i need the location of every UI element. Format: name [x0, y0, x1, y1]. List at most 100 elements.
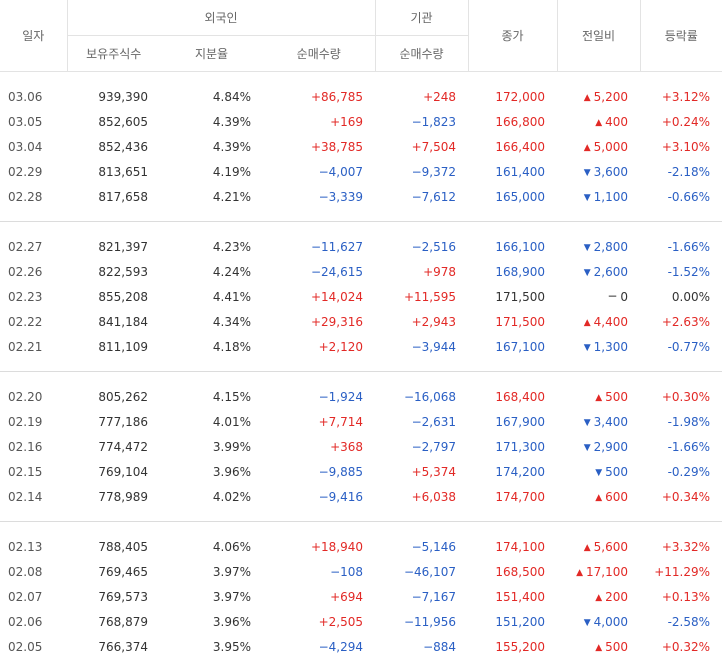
- share-ratio-cell: 4.02%: [212, 489, 251, 504]
- close-price-cell: 167,100: [495, 339, 546, 354]
- down-triangle-icon: ▼: [583, 167, 591, 178]
- date-cell: 03.04: [8, 139, 43, 154]
- holdings-cell: 821,397: [98, 239, 148, 254]
- header-inst-net: 순매수량: [375, 35, 469, 72]
- date-cell: 02.28: [8, 189, 43, 204]
- rate-cell: +2.63%: [661, 314, 711, 329]
- share-ratio-cell: 3.95%: [212, 639, 251, 654]
- foreign-net-cell: −24,615: [310, 264, 364, 279]
- date-cell: 02.15: [8, 464, 43, 479]
- up-triangle-icon: ▲: [583, 92, 591, 103]
- share-ratio-cell: 3.96%: [212, 464, 251, 479]
- change-cell: ▼ 3,600: [557, 159, 640, 184]
- table-row: 02.21 811,109 4.18% +2,120 −3,944 167,100 ▼ 1,3…: [0, 334, 722, 359]
- foreign-net-cell: +7,714: [318, 414, 364, 429]
- close-price-cell: 165,000: [495, 189, 546, 204]
- date-cell: 02.19: [8, 414, 43, 429]
- foreign-net-cell: −4,294: [318, 639, 364, 654]
- change-cell: ▲ 600: [557, 484, 640, 509]
- change-value: 1,300: [593, 339, 629, 354]
- change-value: 2,800: [593, 239, 629, 254]
- share-ratio-cell: 4.39%: [212, 114, 251, 129]
- share-ratio-cell: 4.34%: [212, 314, 251, 329]
- up-triangle-icon: ▲: [595, 392, 603, 403]
- rate-cell: -1.66%: [667, 239, 711, 254]
- rate-cell: +0.24%: [661, 114, 711, 129]
- rate-cell: -1.66%: [667, 439, 711, 454]
- down-triangle-icon: ▼: [595, 467, 603, 478]
- change-value: 500: [605, 464, 629, 479]
- change-value: 4,000: [593, 614, 629, 629]
- close-price-cell: 174,200: [495, 464, 546, 479]
- change-value: 5,000: [593, 139, 629, 154]
- holdings-cell: 841,184: [98, 314, 148, 329]
- holdings-cell: 939,390: [98, 89, 148, 104]
- holdings-cell: 777,186: [98, 414, 148, 429]
- change-cell: ▼ 1,300: [557, 334, 640, 359]
- change-cell: ▼ 2,900: [557, 434, 640, 459]
- close-price-cell: 174,700: [495, 489, 546, 504]
- holdings-cell: 769,573: [98, 589, 148, 604]
- holdings-cell: 805,262: [98, 389, 148, 404]
- header-institution: 기관: [375, 0, 469, 36]
- change-cell: ▼ 500: [557, 459, 640, 484]
- change-value: 500: [605, 639, 629, 654]
- down-triangle-icon: ▼: [583, 267, 591, 278]
- foreign-net-cell: +14,024: [310, 289, 364, 304]
- holdings-cell: 811,109: [98, 339, 148, 354]
- inst-net-cell: −11,956: [403, 614, 457, 629]
- change-value: 5,600: [593, 539, 629, 554]
- date-cell: 02.23: [8, 289, 43, 304]
- inst-net-cell: −5,146: [411, 539, 457, 554]
- rate-cell: -1.52%: [667, 264, 711, 279]
- close-price-cell: 168,500: [495, 564, 546, 579]
- change-value: 3,600: [593, 164, 629, 179]
- table-row: 02.19 777,186 4.01% +7,714 −2,631 167,900 ▼ 3,4…: [0, 409, 722, 434]
- inst-net-cell: +2,943: [411, 314, 457, 329]
- change-value: 1,100: [593, 189, 629, 204]
- change-cell: ▼ 2,600: [557, 259, 640, 284]
- change-cell: ▲ 500: [557, 634, 640, 659]
- up-triangle-icon: ▲: [595, 592, 603, 603]
- down-triangle-icon: ▼: [583, 192, 591, 203]
- holdings-cell: 774,472: [98, 439, 148, 454]
- inst-net-cell: −2,516: [411, 239, 457, 254]
- change-cell: ▼ 4,000: [557, 609, 640, 634]
- table-row: 03.04 852,436 4.39% +38,785 +7,504 166,400 ▲ 5,…: [0, 134, 722, 159]
- table-row: 02.16 774,472 3.99% +368 −2,797 171,300 ▼ 2,900…: [0, 434, 722, 459]
- inst-net-cell: −9,372: [411, 164, 457, 179]
- change-cell: ▲ 17,100: [557, 559, 640, 584]
- close-price-cell: 155,200: [495, 639, 546, 654]
- table-row: 02.06 768,879 3.96% +2,505 −11,956 151,200 ▼ 4,…: [0, 609, 722, 634]
- holdings-cell: 766,374: [98, 639, 148, 654]
- rate-cell: +0.34%: [661, 489, 711, 504]
- change-value: 5,200: [593, 89, 629, 104]
- inst-net-cell: +248: [423, 89, 457, 104]
- change-value: 500: [605, 389, 629, 404]
- foreign-net-cell: +29,316: [310, 314, 364, 329]
- holdings-cell: 813,651: [98, 164, 148, 179]
- table-row: 02.05 766,374 3.95% −4,294 −884 155,200 ▲ 500 +0…: [0, 634, 722, 659]
- up-triangle-icon: ▲: [583, 317, 591, 328]
- foreign-net-cell: +18,940: [310, 539, 364, 554]
- rate-cell: +0.13%: [661, 589, 711, 604]
- holdings-cell: 855,208: [98, 289, 148, 304]
- table-row: 02.08 769,465 3.97% −108 −46,107 168,500 ▲ 17,1…: [0, 559, 722, 584]
- table-row: 02.13 788,405 4.06% +18,940 −5,146 174,100 ▲ 5,…: [0, 534, 722, 559]
- close-price-cell: 168,400: [495, 389, 546, 404]
- foreign-net-cell: −9,885: [318, 464, 364, 479]
- change-cell: ▲ 5,000: [557, 134, 640, 159]
- change-value: 2,900: [593, 439, 629, 454]
- table-row: 02.07 769,573 3.97% +694 −7,167 151,400 ▲ 200 +0…: [0, 584, 722, 609]
- share-ratio-cell: 4.18%: [212, 339, 251, 354]
- change-cell: ▼ 3,400: [557, 409, 640, 434]
- foreign-net-cell: +38,785: [310, 139, 364, 154]
- table-row: 02.27 821,397 4.23% −11,627 −2,516 166,100 ▼ 2,…: [0, 234, 722, 259]
- foreign-net-cell: +2,505: [318, 614, 364, 629]
- change-cell: ▲ 4,400: [557, 309, 640, 334]
- share-ratio-cell: 4.24%: [212, 264, 251, 279]
- close-price-cell: 167,900: [495, 414, 546, 429]
- date-cell: 02.13: [8, 539, 43, 554]
- close-price-cell: 151,200: [495, 614, 546, 629]
- inst-net-cell: −1,823: [411, 114, 457, 129]
